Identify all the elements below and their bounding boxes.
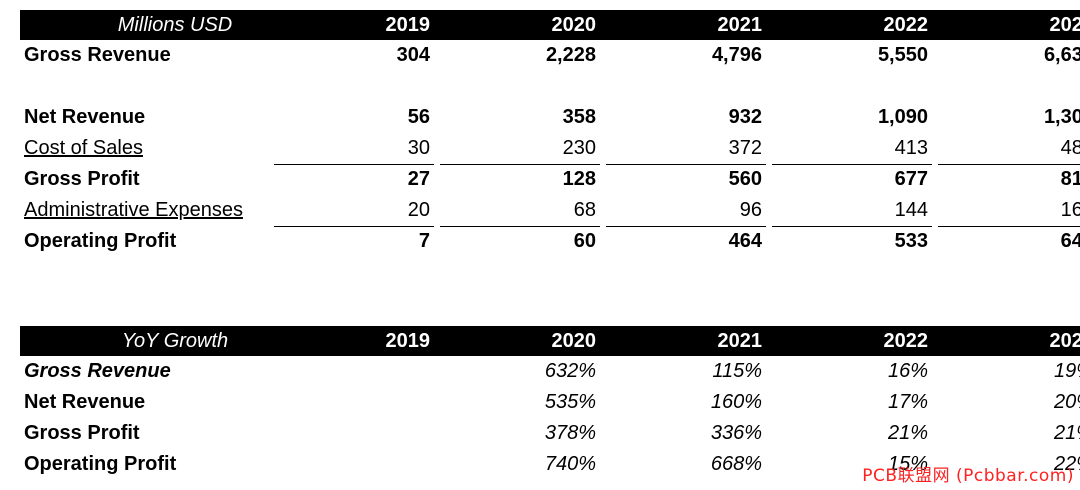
cell: 115% xyxy=(712,360,762,382)
row-gross-profit-growth: Gross Profit 378% 336% 21% 21% xyxy=(20,418,1080,449)
cell: 932 xyxy=(728,106,762,128)
header-row: Millions USD 2019 2020 2021 2022 2023 xyxy=(20,10,1080,40)
row-cost-of-sales: Cost of Sales 30 230 372 413 488 xyxy=(20,133,1080,165)
cell: 19% xyxy=(1053,360,1080,382)
cell: 819 xyxy=(1060,168,1080,191)
cell: 535% xyxy=(544,391,596,413)
header-label: YoY Growth xyxy=(20,326,274,356)
cell: 4,796 xyxy=(711,44,762,66)
row-label: Cost of Sales xyxy=(24,137,143,159)
cell: 27 xyxy=(407,168,430,191)
cell: 649 xyxy=(1060,230,1080,253)
cell: 560 xyxy=(728,168,762,191)
cell: 230 xyxy=(440,133,600,165)
cell: 6,630 xyxy=(1043,44,1080,66)
cell xyxy=(274,418,434,449)
yoy-growth-table: YoY Growth 2019 2020 2021 2022 2023 Gros… xyxy=(20,326,1080,480)
row-label: Administrative Expenses xyxy=(24,199,243,221)
cell: 2,228 xyxy=(545,44,596,66)
row-net-revenue-growth: Net Revenue 535% 160% 17% 20% xyxy=(20,387,1080,418)
cell: 20% xyxy=(1053,391,1080,413)
cell: 488 xyxy=(938,133,1080,165)
cell: 7 xyxy=(418,230,430,253)
watermark: PCB联盟网 (Pcbbar.com) xyxy=(862,466,1074,486)
year-2020: 2020 xyxy=(440,326,600,356)
year-2019: 2019 xyxy=(274,10,434,40)
spacer-row xyxy=(20,71,1080,102)
year-2021: 2021 xyxy=(606,326,766,356)
cell: 17% xyxy=(887,391,928,413)
header-row: YoY Growth 2019 2020 2021 2022 2023 xyxy=(20,326,1080,356)
cell xyxy=(274,356,434,387)
financials-table: Millions USD 2019 2020 2021 2022 2023 Gr… xyxy=(20,10,1080,257)
cell: 21% xyxy=(887,422,928,444)
row-gross-revenue: Gross Revenue 304 2,228 4,796 5,550 6,63… xyxy=(20,40,1080,71)
cell: 169 xyxy=(938,195,1080,227)
cell: 16% xyxy=(887,360,928,382)
row-operating-profit-growth: Operating Profit 740% 668% 15% 22% xyxy=(20,449,1080,480)
cell: 96 xyxy=(606,195,766,227)
cell: 30 xyxy=(274,133,434,165)
year-2022: 2022 xyxy=(772,326,932,356)
cell: 304 xyxy=(396,44,430,66)
row-gross-profit: Gross Profit 27 128 560 677 819 xyxy=(20,164,1080,195)
header-label: Millions USD xyxy=(20,10,274,40)
cell: 5,550 xyxy=(877,44,928,66)
year-2023: 2023 xyxy=(938,326,1080,356)
row-label: Gross Profit xyxy=(24,168,140,190)
cell: 128 xyxy=(562,168,596,191)
cell xyxy=(274,387,434,418)
cell: 60 xyxy=(573,230,596,253)
row-net-revenue: Net Revenue 56 358 932 1,090 1,307 xyxy=(20,102,1080,133)
cell: 378% xyxy=(544,422,596,444)
row-label: Net Revenue xyxy=(24,106,146,128)
row-label: Operating Profit xyxy=(24,230,177,252)
row-label: Net Revenue xyxy=(24,391,146,413)
year-2022: 2022 xyxy=(772,10,932,40)
cell: 68 xyxy=(440,195,600,227)
cell: 336% xyxy=(710,422,762,444)
row-operating-profit: Operating Profit 7 60 464 533 649 xyxy=(20,226,1080,257)
cell xyxy=(274,449,434,480)
row-gross-revenue-growth: Gross Revenue 632% 115% 16% 19% xyxy=(20,356,1080,387)
cell: 413 xyxy=(772,133,932,165)
cell: 144 xyxy=(772,195,932,227)
cell: 668% xyxy=(710,453,762,475)
cell: 15% xyxy=(887,453,928,475)
cell: 1,307 xyxy=(1043,106,1080,128)
cell: 20 xyxy=(274,195,434,227)
cell: 464 xyxy=(728,230,762,253)
cell: 677 xyxy=(894,168,928,191)
year-2020: 2020 xyxy=(440,10,600,40)
cell: 160% xyxy=(710,391,762,413)
row-label: Operating Profit xyxy=(24,453,177,475)
cell: 372 xyxy=(606,133,766,165)
cell: 358 xyxy=(562,106,596,128)
cell: 533 xyxy=(894,230,928,253)
cell: 21% xyxy=(1053,422,1080,444)
cell: 740% xyxy=(544,453,596,475)
cell: 1,090 xyxy=(877,106,928,128)
row-label: Gross Revenue xyxy=(24,360,171,382)
year-2019: 2019 xyxy=(274,326,434,356)
year-2021: 2021 xyxy=(606,10,766,40)
row-label: Gross Revenue xyxy=(24,44,171,66)
year-2023: 2023 xyxy=(938,10,1080,40)
cell: 632% xyxy=(544,360,596,382)
cell: 22% xyxy=(1053,453,1080,475)
row-label: Gross Profit xyxy=(24,422,140,444)
row-admin-expenses: Administrative Expenses 20 68 96 144 169 xyxy=(20,195,1080,227)
cell: 56 xyxy=(407,106,430,128)
